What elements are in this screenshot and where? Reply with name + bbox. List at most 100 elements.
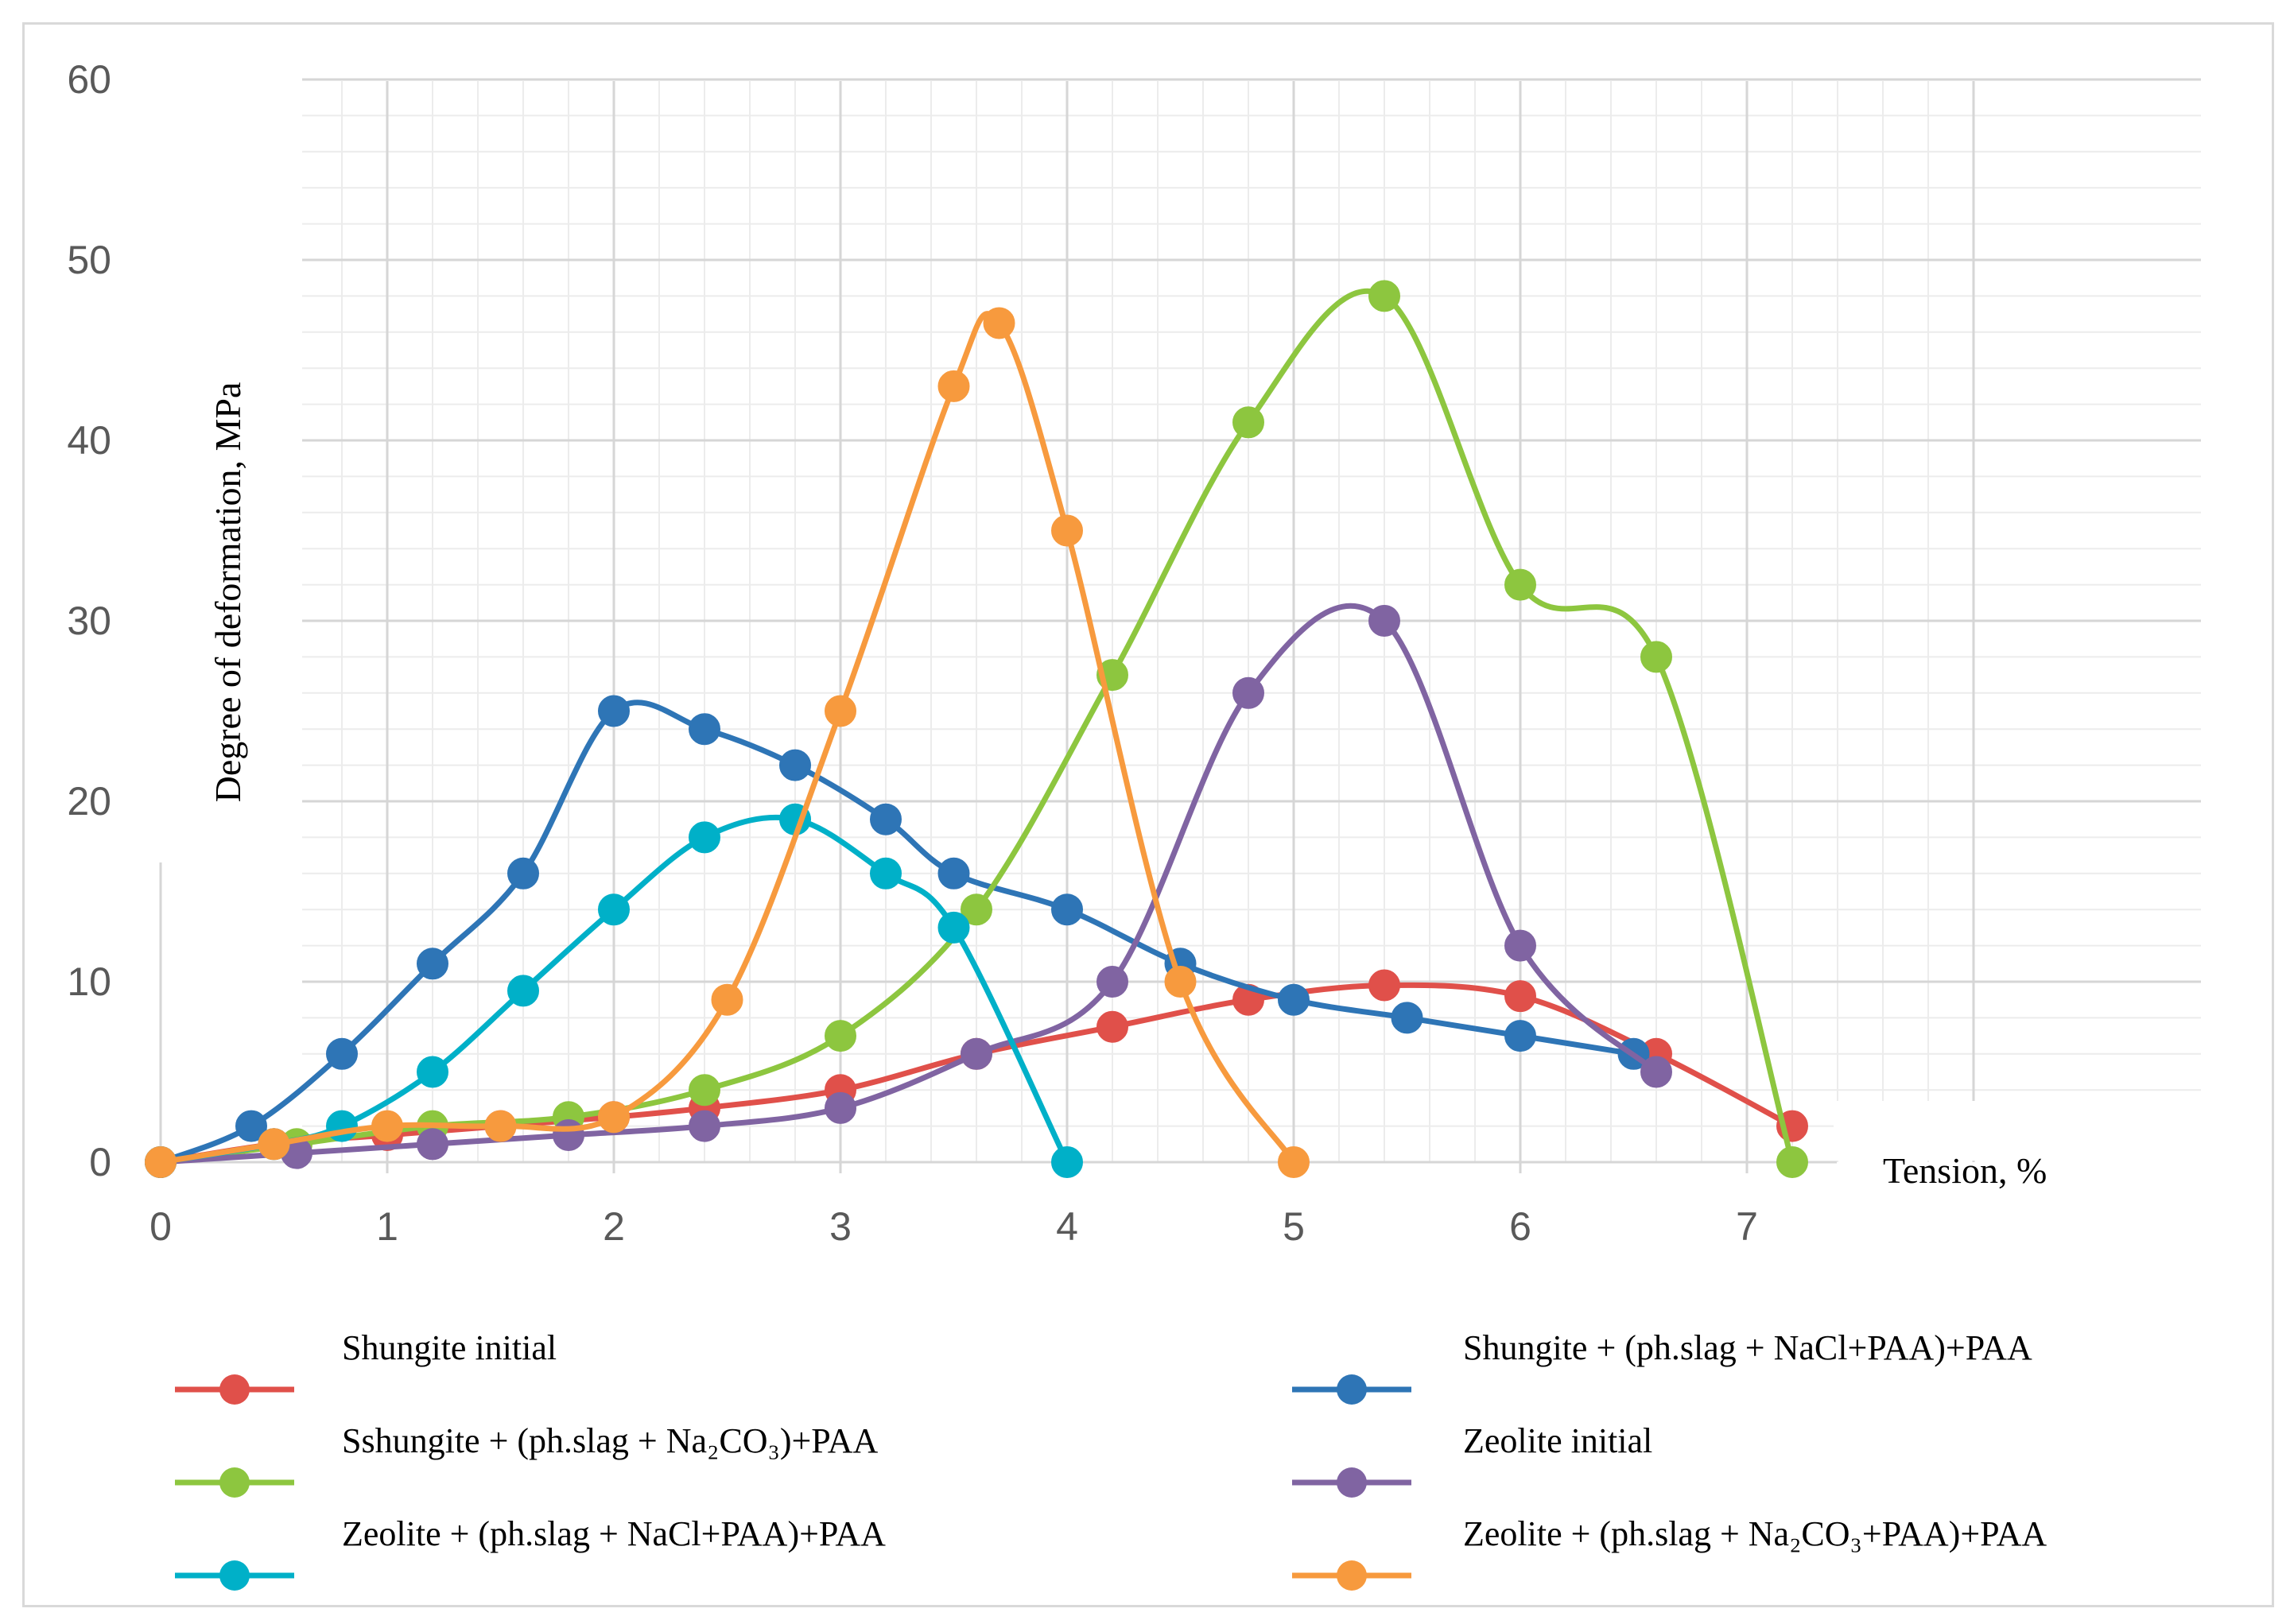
data-point xyxy=(825,695,856,727)
data-point xyxy=(598,1101,630,1134)
series-shungite-ph-slag-nacl-paa-paa xyxy=(145,695,1650,1178)
data-point xyxy=(689,713,720,746)
ylabel-backdrop xyxy=(161,286,264,859)
legend-swatch-marker xyxy=(219,1560,250,1591)
y-tick-label: 50 xyxy=(67,238,111,282)
x-tick-label: 7 xyxy=(1736,1204,1758,1249)
legend-label: Shungite + (ph.slag + NaCl+PAA)+PAA xyxy=(1463,1328,2032,1367)
legend-swatch-marker xyxy=(219,1467,250,1498)
y-tick-label: 40 xyxy=(67,418,111,463)
data-point xyxy=(825,1020,856,1052)
data-point xyxy=(1504,929,1536,962)
data-point xyxy=(1776,1146,1808,1178)
data-point xyxy=(689,821,720,854)
data-point xyxy=(689,1110,720,1142)
data-point xyxy=(1051,1146,1083,1178)
data-point xyxy=(870,803,902,835)
series-line xyxy=(157,311,1297,1165)
data-point xyxy=(258,1128,290,1161)
y-axis-label: Degree of deformation, MPa xyxy=(208,382,248,803)
legend-item: Zeolite initial xyxy=(1292,1421,1652,1498)
tick-labels: 0 10 20 30 40 50 60 0 1 2 3 4 5 6 7 xyxy=(67,57,1758,1249)
data-point xyxy=(145,1146,177,1178)
data-point xyxy=(961,893,992,926)
data-point xyxy=(326,1037,358,1070)
data-point xyxy=(1051,893,1083,926)
legend-label: Zeolite + (ph.slag + Na₂CO₃+PAA)+PAA xyxy=(1463,1514,2047,1553)
data-point xyxy=(1391,1002,1423,1034)
chart-frame xyxy=(22,22,2274,1607)
y-tick-label: 10 xyxy=(67,959,111,1004)
data-point xyxy=(1504,568,1536,601)
x-tick-label: 0 xyxy=(149,1204,172,1249)
xlabel-backdrop xyxy=(1834,1101,2201,1161)
legend-label: Zeolite initial xyxy=(1463,1421,1652,1460)
y-tick-label: 0 xyxy=(89,1140,111,1184)
series-zeolite-initial xyxy=(145,603,1672,1178)
data-point xyxy=(779,749,811,781)
data-point xyxy=(1368,605,1400,637)
legend-swatch-marker xyxy=(1337,1560,1367,1591)
data-point xyxy=(1232,406,1264,439)
data-point xyxy=(598,695,630,727)
data-point xyxy=(507,857,539,890)
legend-label: Shungite initial xyxy=(342,1328,557,1367)
data-point xyxy=(1640,1056,1672,1088)
data-point xyxy=(417,1128,448,1161)
x-tick-label: 4 xyxy=(1056,1204,1078,1249)
data-point xyxy=(825,1091,856,1124)
legend-swatch-marker xyxy=(1337,1374,1367,1405)
data-point xyxy=(1368,280,1400,312)
data-point xyxy=(711,983,743,1016)
data-point xyxy=(937,370,970,402)
legend-swatch-marker xyxy=(219,1374,250,1405)
data-point xyxy=(484,1110,517,1142)
data-point xyxy=(870,857,902,890)
data-point xyxy=(937,857,970,890)
legend-label: Sshungite + (ph.slag + Na₂CO₃)+PAA xyxy=(342,1421,879,1460)
series-layer xyxy=(145,280,1808,1178)
data-point xyxy=(1368,969,1400,1002)
data-point xyxy=(1232,676,1264,709)
data-point xyxy=(937,911,970,944)
series-line xyxy=(157,700,1636,1165)
data-point xyxy=(1164,966,1197,998)
data-point xyxy=(235,1110,267,1142)
x-axis-label: Tension, % xyxy=(1883,1150,2047,1191)
data-point xyxy=(371,1110,403,1142)
data-point xyxy=(1278,983,1310,1016)
data-point xyxy=(961,1037,992,1070)
data-point xyxy=(689,1074,720,1107)
x-tick-label: 5 xyxy=(1283,1204,1305,1249)
legend-item: Zeolite + (ph.slag + NaCl+PAA)+PAA xyxy=(175,1514,886,1591)
series-zeolite-ph-slag-nacl-paa-paa xyxy=(145,803,1083,1178)
y-tick-label: 30 xyxy=(67,599,111,643)
grid xyxy=(159,78,2201,1173)
y-tick-label: 60 xyxy=(67,57,111,102)
data-point xyxy=(1504,1020,1536,1052)
legend-label: Zeolite + (ph.slag + NaCl+PAA)+PAA xyxy=(342,1514,886,1553)
y-tick-label: 20 xyxy=(67,779,111,824)
data-point xyxy=(1640,641,1672,673)
data-point xyxy=(1096,966,1128,998)
legend-item: Shungite + (ph.slag + NaCl+PAA)+PAA xyxy=(1292,1328,2032,1405)
series-zeolite-ph-slag-na-co-paa-paa xyxy=(145,307,1310,1178)
data-point xyxy=(1504,980,1536,1013)
legend-item: Shungite initial xyxy=(175,1328,557,1405)
data-point xyxy=(1051,514,1083,547)
legend-item: Zeolite + (ph.slag + Na₂CO₃+PAA)+PAA xyxy=(1292,1514,2047,1591)
x-tick-label: 2 xyxy=(603,1204,625,1249)
data-point xyxy=(507,975,539,1007)
legend-swatch-marker xyxy=(1337,1467,1367,1498)
data-point xyxy=(598,893,630,926)
legend-item: Sshungite + (ph.slag + Na₂CO₃)+PAA xyxy=(175,1421,879,1498)
data-point xyxy=(1278,1146,1310,1178)
data-point xyxy=(983,307,1015,339)
x-tick-label: 6 xyxy=(1509,1204,1531,1249)
legend: Shungite initial Shungite + (ph.slag + Na… xyxy=(175,1328,2047,1591)
data-point xyxy=(417,1056,448,1088)
x-tick-label: 3 xyxy=(829,1204,852,1249)
data-point xyxy=(553,1118,584,1151)
x-tick-label: 1 xyxy=(376,1204,398,1249)
